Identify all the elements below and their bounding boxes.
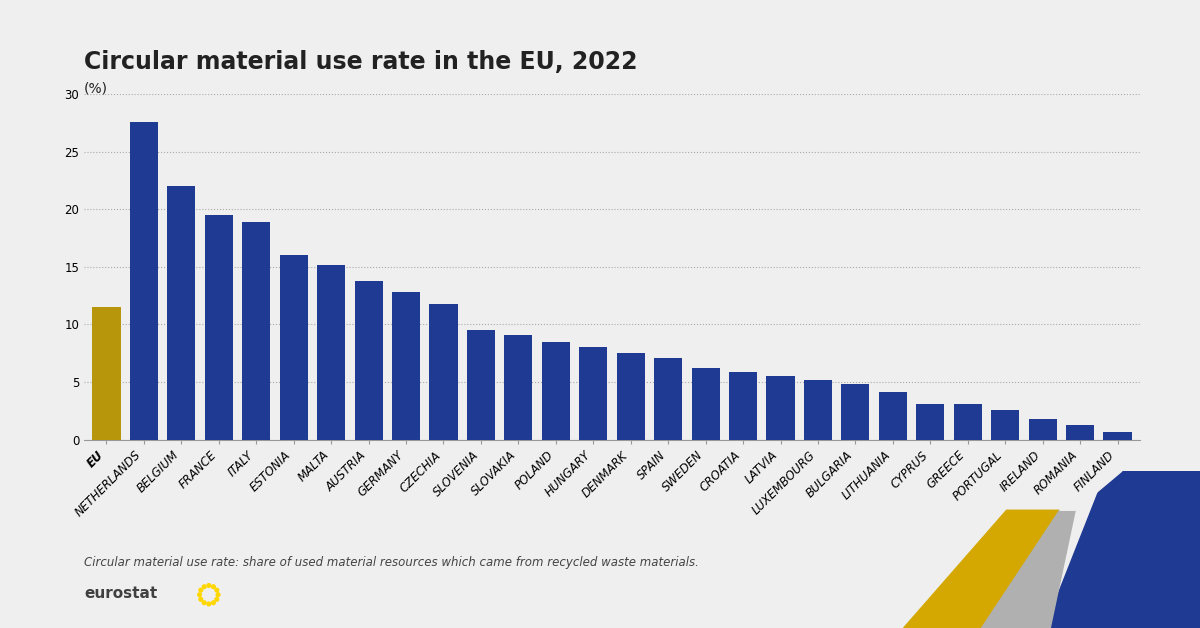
Bar [167,187,196,440]
Bar [130,122,158,440]
Text: Circular material use rate: share of used material resources which came from rec: Circular material use rate: share of use… [84,556,698,569]
Bar [841,384,870,440]
Bar [691,368,720,440]
Circle shape [203,601,206,605]
Bar [280,256,307,440]
Bar [917,404,944,440]
Circle shape [199,597,203,601]
Bar [354,281,383,440]
Circle shape [198,593,202,597]
Bar [767,376,794,440]
Circle shape [199,588,203,592]
Circle shape [211,601,215,605]
Circle shape [203,585,206,588]
Bar [991,409,1019,440]
Bar [654,358,683,440]
Circle shape [206,583,211,587]
Text: Circular material use rate in the EU, 2022: Circular material use rate in the EU, 20… [84,50,637,74]
Circle shape [211,585,215,588]
Text: (%): (%) [84,82,108,95]
Bar [504,335,533,440]
Polygon shape [1060,471,1122,510]
Polygon shape [1044,471,1200,628]
Circle shape [216,593,220,597]
Bar [1066,425,1094,440]
Bar [317,264,346,440]
Circle shape [215,597,218,601]
Bar [954,404,982,440]
Bar [1104,431,1132,440]
Bar [205,215,233,440]
Bar [878,392,907,440]
Polygon shape [904,510,1060,628]
Bar [580,347,607,440]
Polygon shape [982,510,1075,628]
Circle shape [206,602,211,606]
Bar [392,292,420,440]
Bar [92,307,120,440]
Bar [430,304,457,440]
Bar [617,353,644,440]
Bar [804,380,832,440]
Bar [541,342,570,440]
Bar [1028,419,1057,440]
Bar [242,222,270,440]
Text: eurostat: eurostat [84,586,157,601]
Bar [467,330,494,440]
Circle shape [215,588,218,592]
Bar [730,372,757,440]
